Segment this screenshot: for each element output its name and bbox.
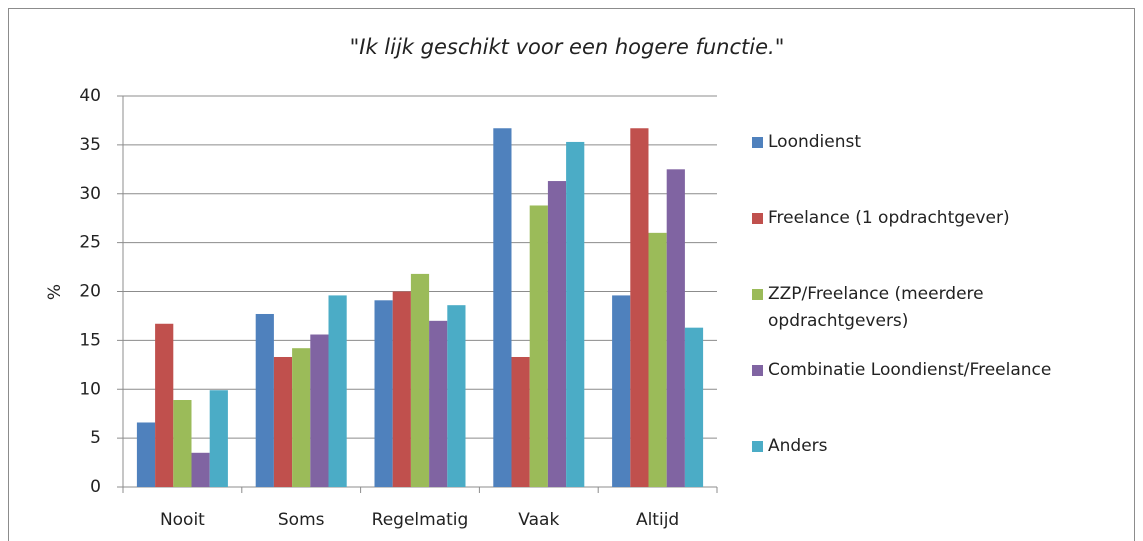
x-tick-label: Vaak [518,510,559,530]
bar [410,273,430,487]
y-tick-label: 5 [90,428,101,448]
bar [429,320,448,487]
bar [209,390,228,487]
legend-swatch [752,441,763,452]
bar [648,232,667,487]
bar [310,334,329,487]
y-tick-label: 25 [79,233,101,253]
bar [374,300,393,487]
legend-label: Anders [768,436,828,456]
legend-swatch [752,365,763,376]
bar [612,295,631,487]
x-tick-label: Regelmatig [372,510,469,530]
bar [684,327,704,487]
bar [493,128,512,487]
bar [666,169,685,487]
legend-label: ZZP/Freelance (meerdere opdrachtgevers) [768,284,984,331]
bar [255,313,274,487]
y-axis-label: % [45,284,65,300]
y-tick-label: 30 [79,184,101,204]
legend-entry: Anders [752,433,1092,460]
chart-border [8,8,1135,541]
y-tick-label: 15 [79,330,101,350]
y-tick-label: 10 [79,379,101,399]
legend-label: Freelance (1 opdrachtgever) [768,208,1010,228]
y-tick-label: 35 [79,135,101,155]
bar [392,291,411,487]
bar [511,356,530,487]
bar [547,181,567,488]
y-tick-label: 40 [79,86,101,106]
x-tick-label: Nooit [160,510,205,530]
legend-entry: Freelance (1 opdrachtgever) [752,205,1092,232]
bar [292,348,311,487]
y-tick-label: 0 [90,477,101,497]
legend-swatch [752,137,763,148]
chart-title: "Ik lijk geschikt voor een hogere functi… [350,35,785,59]
bar [155,323,174,487]
bar [529,205,548,488]
bar [566,141,585,487]
bar [630,128,649,487]
x-tick-label: Altijd [636,510,679,530]
legend-swatch [752,213,763,224]
legend-label: Loondienst [768,132,862,152]
bar [447,305,466,487]
x-tick-label: Soms [278,510,325,530]
legend-entry: ZZP/Freelance (meerdere opdrachtgevers) [752,281,1092,335]
legend-label: Combinatie Loondienst/Freelance [768,360,1052,380]
legend-swatch [752,289,763,300]
bar [191,452,210,487]
y-tick-label: 20 [79,282,101,302]
bar [328,295,347,487]
bar [273,356,293,487]
legend-entry: Loondienst [752,129,1092,156]
bar [136,422,156,487]
bar [173,400,192,487]
legend-entry: Combinatie Loondienst/Freelance [752,357,1092,384]
